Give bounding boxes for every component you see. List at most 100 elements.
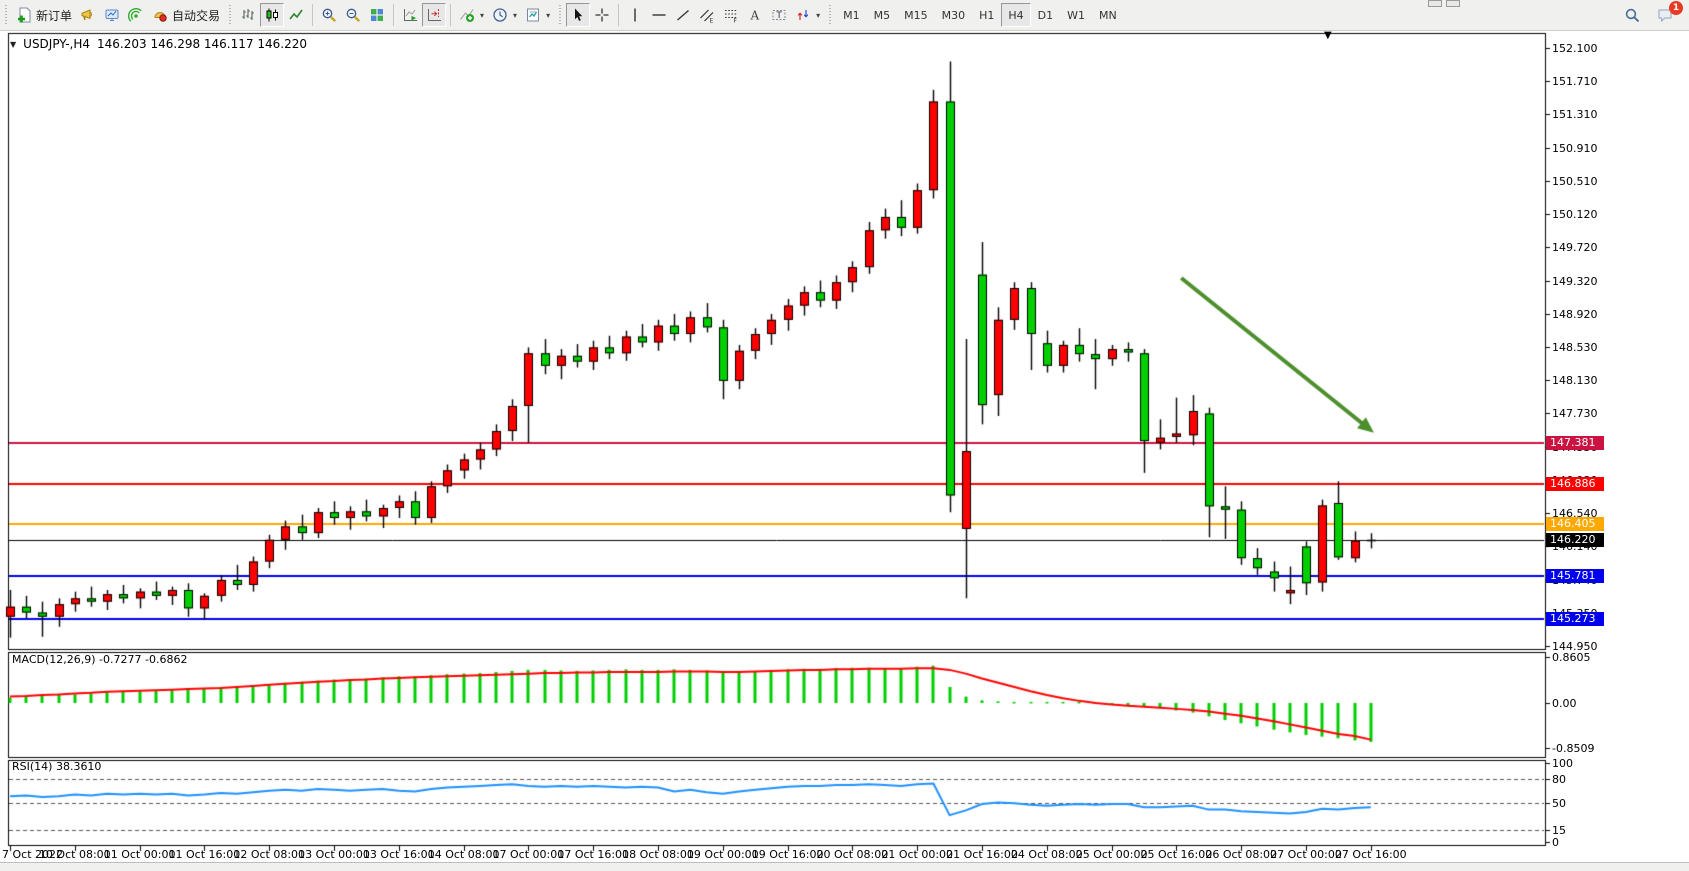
cursor-button[interactable] xyxy=(566,3,591,27)
auto-trading-label: 自动交易 xyxy=(172,8,221,23)
timeframe-W1-button[interactable]: W1 xyxy=(1060,3,1092,27)
search-button[interactable] xyxy=(1620,3,1645,27)
macd-axis-label: 0.8605 xyxy=(1552,651,1591,665)
time-axis-label: 13 Oct 00:00 xyxy=(298,848,370,861)
timeframe-H4-button[interactable]: H4 xyxy=(1001,3,1031,27)
price-axis-label: 149.720 xyxy=(1552,241,1598,255)
time-axis-label: 20 Oct 08:00 xyxy=(816,848,889,861)
time-axis-label: 7 Oct 2022 xyxy=(2,848,64,861)
text-button[interactable]: A xyxy=(743,3,767,27)
main-chart-panel[interactable] xyxy=(8,33,1545,649)
time-axis-label: 25 Oct 00:00 xyxy=(1075,848,1148,861)
fibonacci-button[interactable]: F xyxy=(719,3,743,27)
toolbar-grip[interactable] xyxy=(3,5,8,25)
time-axis-label: 11 Oct 16:00 xyxy=(168,848,241,861)
price-line-label[interactable]: 146.405 xyxy=(1546,517,1604,532)
time-axis-label: 26 Oct 08:00 xyxy=(1205,848,1278,861)
time-axis-label: 27 Oct 16:00 xyxy=(1334,848,1407,861)
indicators-icon xyxy=(460,9,475,22)
web-terminal-button[interactable] xyxy=(100,3,124,27)
tile-windows-icon xyxy=(371,9,384,21)
time-axis-label: 13 Oct 16:00 xyxy=(362,848,435,861)
zoom-out-button[interactable] xyxy=(341,3,365,27)
tile-windows-button[interactable] xyxy=(365,3,389,27)
vertical-line-icon xyxy=(634,8,636,22)
time-axis-label: 27 Oct 00:00 xyxy=(1270,848,1342,861)
alerts-button[interactable] xyxy=(76,3,100,27)
rsi-panel[interactable] xyxy=(8,760,1545,845)
rsi-axis-label: 15 xyxy=(1552,824,1566,838)
time-axis-label: 24 Oct 08:00 xyxy=(1010,848,1083,861)
templates-button[interactable]: ▾ xyxy=(521,3,554,27)
rsi-axis-label: 100 xyxy=(1552,757,1573,770)
price-axis-label: 148.920 xyxy=(1552,307,1598,321)
signals-button[interactable] xyxy=(124,3,148,27)
chart-shift-marker[interactable]: ▼ xyxy=(1324,30,1332,41)
trendline-icon xyxy=(677,9,690,21)
signal-icon xyxy=(128,7,142,22)
symbol-collapse-icon[interactable]: ▼ xyxy=(10,39,17,49)
periods-button[interactable]: ▾ xyxy=(488,3,521,27)
auto-scroll-button[interactable] xyxy=(398,3,422,27)
chart-shift-button[interactable] xyxy=(422,3,447,27)
dropdown-arrow-icon: ▾ xyxy=(480,10,485,20)
horizontal-line-icon xyxy=(652,14,666,16)
text-label-button[interactable]: T xyxy=(767,3,791,27)
macd-label: MACD(12,26,9) -0.7277 -0.6862 xyxy=(12,653,188,666)
timeframe-M5-button[interactable]: M5 xyxy=(867,3,898,27)
equidistant-channel-button[interactable]: E xyxy=(695,3,719,27)
macd-panel[interactable] xyxy=(8,652,1545,757)
notifications-button[interactable]: 1 xyxy=(1653,1,1683,27)
toolbar: 新订单 自动交易 ▾ ▾ xyxy=(0,0,1689,31)
indicators-button[interactable]: ▾ xyxy=(455,3,488,27)
horizontal-line-button[interactable] xyxy=(647,3,671,27)
price-axis[interactable] xyxy=(1546,33,1689,845)
bottom-strip xyxy=(0,862,1689,871)
timeframe-M30-button[interactable]: M30 xyxy=(935,3,973,27)
time-axis-label: 25 Oct 16:00 xyxy=(1140,848,1213,861)
channel-icon: E xyxy=(700,9,714,23)
bar-chart-icon xyxy=(242,9,254,20)
arrows-button[interactable]: ▾ xyxy=(791,3,824,27)
dropdown-arrow-icon: ▾ xyxy=(513,10,518,20)
horn-icon xyxy=(81,9,93,21)
search-icon xyxy=(1625,8,1640,22)
vertical-line-button[interactable] xyxy=(623,3,647,27)
text-icon: A xyxy=(750,9,760,23)
trendline-button[interactable] xyxy=(671,3,695,27)
zoom-in-icon xyxy=(322,8,337,23)
candlestick-icon xyxy=(266,8,279,22)
price-line-label[interactable]: 145.781 xyxy=(1546,569,1604,584)
price-line-label[interactable]: 146.886 xyxy=(1546,477,1604,492)
rsi-axis-label: 50 xyxy=(1552,796,1566,810)
window-controls[interactable] xyxy=(1428,0,1460,7)
crosshair-button[interactable] xyxy=(590,3,614,27)
rsi-axis-label: 0 xyxy=(1552,836,1559,849)
price-line-label[interactable]: 147.381 xyxy=(1546,435,1604,450)
timeframe-H1-button[interactable]: H1 xyxy=(972,3,1001,27)
chart-type-candlestick-button[interactable] xyxy=(260,3,285,27)
new-order-button[interactable]: 新订单 xyxy=(12,3,76,27)
timeframe-MN-button[interactable]: MN xyxy=(1092,3,1124,27)
timeframe-M15-button[interactable]: M15 xyxy=(897,3,935,27)
zoom-in-button[interactable] xyxy=(317,3,341,27)
chart-type-bars-button[interactable] xyxy=(236,3,260,27)
toolbar-grip[interactable] xyxy=(827,5,833,25)
toolbar-grip[interactable] xyxy=(557,5,563,25)
time-axis-label: 17 Oct 00:00 xyxy=(492,848,565,861)
chart-type-line-button[interactable] xyxy=(284,3,308,27)
auto-scroll-icon xyxy=(404,9,418,21)
clock-icon xyxy=(493,8,507,22)
timeframe-M1-button[interactable]: M1 xyxy=(836,3,867,27)
price-axis-label: 148.530 xyxy=(1552,340,1598,354)
auto-trading-button[interactable]: 自动交易 xyxy=(148,3,224,27)
price-axis-label: 151.710 xyxy=(1552,74,1598,88)
price-line-label[interactable]: 145.273 xyxy=(1546,611,1604,626)
price-axis-label: 150.910 xyxy=(1552,141,1598,155)
rsi-axis-label: 80 xyxy=(1552,772,1566,786)
time-axis[interactable] xyxy=(8,846,1545,861)
price-axis-label: 148.130 xyxy=(1552,374,1598,388)
timeframe-D1-button[interactable]: D1 xyxy=(1031,3,1060,27)
toolbar-grip[interactable] xyxy=(227,5,233,25)
